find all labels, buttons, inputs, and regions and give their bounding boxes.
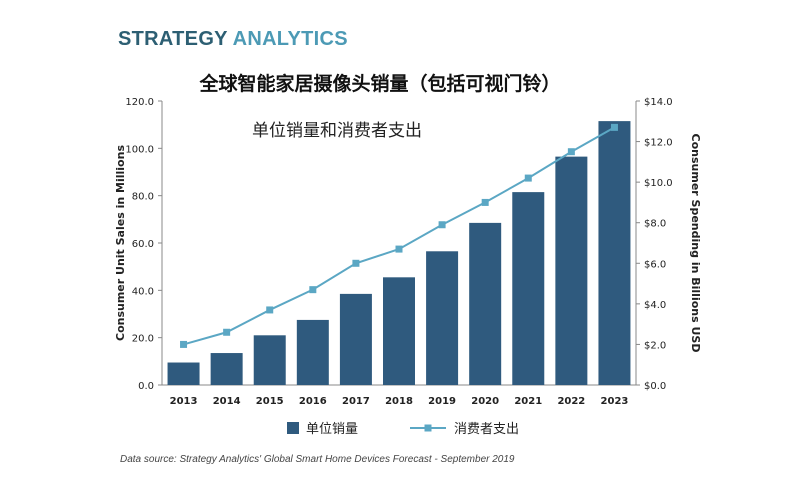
spending-point [524, 174, 532, 182]
bar [426, 251, 459, 385]
y-tick-label-right: $6.0 [644, 259, 666, 270]
y-tick-label-right: $12.0 [644, 138, 673, 149]
spending-point [438, 221, 446, 229]
x-tick-label: 2023 [601, 396, 629, 407]
bar [469, 222, 502, 385]
spending-point [352, 259, 360, 267]
chart-subtitle: 单位销量和消费者支出 [252, 121, 422, 141]
brand-logo: STRATEGY ANALYTICS [118, 28, 348, 51]
legend-swatch-marker [424, 424, 432, 432]
bar [555, 156, 588, 385]
spending-point [481, 198, 489, 206]
x-tick-label: 2015 [256, 396, 284, 407]
x-tick-label: 2019 [428, 396, 456, 407]
x-tick-label: 2017 [342, 396, 370, 407]
y-tick-label-left: 40.0 [132, 286, 154, 297]
y-tick-label-right: $4.0 [644, 300, 666, 311]
bar [210, 353, 243, 385]
y-tick-label-left: 80.0 [132, 192, 154, 203]
plot-area: 0.0 20.0 40.0 60.0 80.0 100.0 120.0 $0.0 $2.0 $4.… [114, 97, 702, 437]
spending-point [223, 328, 231, 336]
spending-point [610, 123, 618, 131]
legend-swatch-bar [287, 422, 299, 434]
y-tick-label-right: $8.0 [644, 219, 666, 230]
spending-point [266, 306, 274, 314]
x-tick-label: 2016 [299, 396, 327, 407]
bar [339, 293, 372, 385]
y-tick-label-left: 120.0 [125, 97, 154, 108]
brand-logo-part1: STRATEGY [118, 28, 228, 50]
y-tick-label-left: 60.0 [132, 239, 154, 250]
x-tick-label: 2018 [385, 396, 413, 407]
bar [296, 319, 329, 385]
y-axis-title-right: Consumer Spending in Billions USD [689, 134, 702, 353]
bar [598, 121, 631, 385]
legend-label-bar: 单位销量 [306, 422, 358, 437]
spending-point [395, 245, 403, 253]
y-tick-label-left: 20.0 [132, 334, 154, 345]
y-tick-label-right: $2.0 [644, 340, 666, 351]
x-tick-label: 2022 [557, 396, 585, 407]
spending-point [567, 148, 575, 156]
bar [383, 277, 415, 385]
x-tick-label: 2020 [471, 396, 499, 407]
bar [512, 192, 545, 385]
spending-point [180, 340, 188, 348]
y-tick-label-left: 100.0 [125, 144, 154, 155]
source-note: Data source: Strategy Analytics' Global … [120, 454, 515, 465]
bar [167, 362, 200, 385]
chart-title: 全球智能家居摄像头销量（包括可视门铃） [198, 72, 560, 95]
legend-label-line: 消费者支出 [454, 422, 519, 437]
y-axis-title-left: Consumer Unit Sales in Millions [114, 145, 127, 341]
brand-logo-part2: ANALYTICS [232, 28, 348, 50]
bar [253, 335, 286, 385]
x-tick-label: 2013 [170, 396, 198, 407]
y-tick-label-left: 0.0 [138, 381, 154, 392]
y-tick-label-right: $14.0 [644, 97, 673, 108]
x-tick-label: 2014 [213, 396, 241, 407]
spending-point [309, 286, 317, 294]
y-tick-label-right: $0.0 [644, 381, 666, 392]
x-tick-label: 2021 [514, 396, 542, 407]
y-tick-label-right: $10.0 [644, 178, 673, 189]
